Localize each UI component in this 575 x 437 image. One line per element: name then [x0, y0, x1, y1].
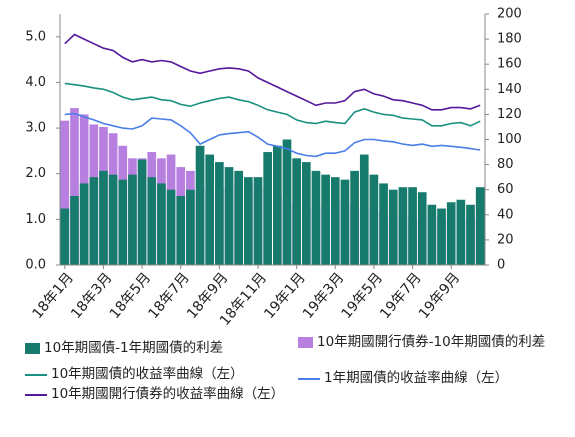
legend-label: 10年期國開行債券的收益率曲線（左） — [51, 386, 285, 402]
legend-item: 10年期國債的收益率曲線（左） — [25, 366, 285, 383]
y2-tick-label: 100 — [497, 132, 522, 147]
bar — [99, 170, 108, 265]
bar — [301, 162, 311, 265]
bar — [60, 208, 70, 265]
bar — [417, 192, 427, 265]
bar — [244, 177, 253, 265]
bar — [330, 177, 340, 265]
y2-tick-label: 80 — [497, 157, 514, 172]
bar — [321, 174, 330, 265]
bar — [128, 174, 137, 265]
bar — [408, 187, 417, 265]
bars — [60, 108, 485, 266]
x-tick-label: 19年9月 — [416, 270, 463, 322]
bar — [311, 170, 321, 265]
y2-tick-label: 40 — [497, 207, 514, 222]
bar — [427, 204, 437, 265]
y2-tick-label: 0 — [497, 258, 505, 273]
legend-swatch — [298, 337, 313, 348]
bar — [379, 183, 388, 265]
y2-tick-label: 160 — [497, 57, 522, 72]
bar — [79, 183, 89, 265]
legend-label: 1年期國債的收益率曲線（左） — [324, 370, 509, 386]
legend-label: 10年期國債-1年期國債的利差 — [44, 340, 224, 356]
bar — [292, 158, 301, 265]
legend-item: 10年期國債-1年期國債的利差 — [25, 340, 285, 357]
legend-item: 10年期國開行債券-10年期國債的利差 — [298, 334, 568, 351]
lines — [64, 33, 481, 158]
bar — [205, 154, 215, 265]
legend-label: 10年期國開行債券-10年期國債的利差 — [317, 334, 546, 350]
bar — [70, 108, 79, 265]
bar — [118, 179, 128, 265]
line — [64, 82, 481, 127]
bar — [60, 120, 70, 265]
legend-item: 10年期國開行債券的收益率曲線（左） — [25, 386, 295, 403]
y-tick-label: 4.0 — [25, 75, 46, 90]
bar — [369, 174, 379, 265]
bar — [398, 187, 408, 265]
bar — [166, 189, 176, 265]
bar — [446, 202, 456, 265]
line — [64, 33, 481, 111]
y2-tick-label: 60 — [497, 182, 514, 197]
bar — [388, 189, 398, 265]
bar — [359, 154, 369, 265]
legend-label: 10年期國債的收益率曲線（左） — [51, 366, 244, 382]
bar — [456, 199, 466, 265]
y2-tick-label: 200 — [497, 7, 522, 22]
bar — [215, 162, 224, 265]
legend-item: 1年期國債的收益率曲線（左） — [298, 370, 568, 387]
bar — [108, 174, 118, 265]
bar — [176, 195, 186, 265]
legend-swatch — [298, 378, 320, 380]
bar — [253, 177, 263, 265]
bar — [437, 208, 446, 265]
y-tick-label: 5.0 — [25, 29, 46, 44]
y2-tick-label: 20 — [497, 232, 514, 247]
bar — [466, 204, 475, 265]
y-tick-label: 2.0 — [25, 166, 46, 181]
legend-swatch — [25, 343, 40, 354]
bar — [350, 170, 359, 265]
bar — [186, 189, 195, 265]
y2-tick-label: 140 — [497, 82, 522, 97]
bar — [340, 179, 350, 265]
bar — [234, 170, 244, 265]
bar — [224, 167, 234, 265]
bar — [137, 159, 147, 265]
bar — [263, 152, 272, 265]
y-tick-label: 0.0 — [25, 258, 46, 273]
bar — [475, 187, 485, 265]
bar — [273, 145, 282, 265]
bar — [147, 177, 157, 265]
bar — [195, 145, 205, 265]
y2-tick-label: 180 — [497, 32, 522, 47]
y-tick-label: 3.0 — [25, 121, 46, 136]
line — [64, 112, 481, 158]
bar — [70, 195, 79, 265]
legend-swatch — [25, 394, 47, 396]
bar — [282, 139, 292, 265]
y2-tick-label: 120 — [497, 107, 522, 122]
bar — [89, 177, 99, 265]
bar — [157, 183, 166, 265]
legend-swatch — [25, 374, 47, 376]
y-tick-label: 1.0 — [25, 212, 46, 227]
